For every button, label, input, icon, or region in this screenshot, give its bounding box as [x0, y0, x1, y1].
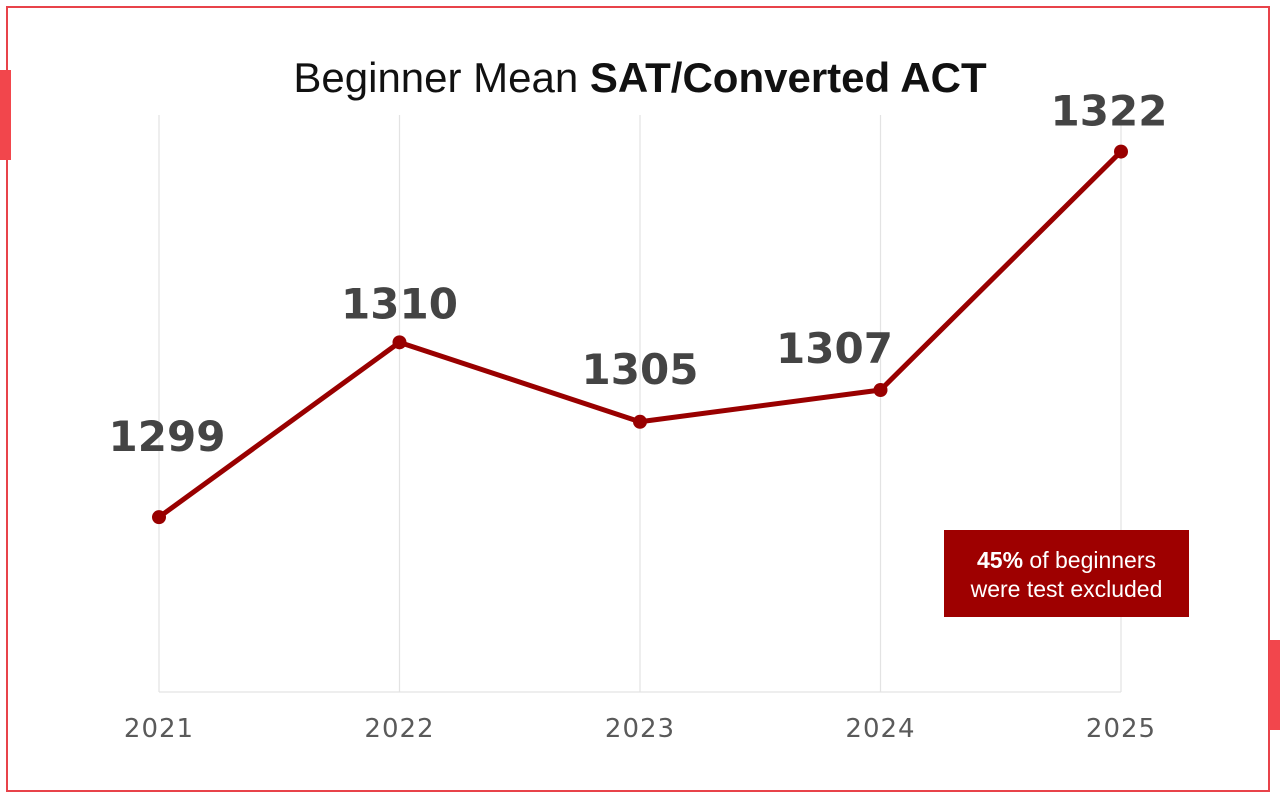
- data-point-2021: [152, 510, 166, 525]
- chart-frame: [6, 6, 1270, 792]
- x-tick-label-2021: 2021: [124, 714, 194, 744]
- data-point-2025: [1114, 144, 1128, 159]
- chart-title-bold: SAT/Converted ACT: [589, 54, 987, 101]
- chart-title-regular: Beginner Mean: [293, 54, 579, 101]
- x-tick-label-2024: 2024: [845, 714, 915, 744]
- data-label-2024: 1307: [776, 324, 893, 373]
- callout-percent: 45%: [976, 547, 1024, 573]
- callout-line2-text: were test excluded: [970, 576, 1163, 602]
- data-point-2022: [392, 335, 407, 350]
- left-accent-bar: [0, 70, 11, 160]
- x-tick-label-2023: 2023: [605, 714, 675, 744]
- right-accent-bar: [1269, 640, 1280, 730]
- x-tick-label-2022: 2022: [364, 714, 434, 744]
- data-point-2023: [633, 414, 647, 429]
- callout-box: 45% of beginners were test excluded: [944, 530, 1189, 617]
- data-label-2021: 1299: [109, 412, 226, 461]
- callout-line1-text: of beginners: [1029, 547, 1157, 573]
- data-point-2024: [873, 383, 888, 397]
- data-label-2022: 1310: [341, 279, 458, 328]
- x-tick-label-2025: 2025: [1086, 714, 1156, 744]
- chart-title: Beginner Mean SAT/Converted ACT: [0, 54, 1280, 102]
- data-label-2025: 1322: [1051, 87, 1168, 136]
- data-label-2023: 1305: [582, 345, 699, 394]
